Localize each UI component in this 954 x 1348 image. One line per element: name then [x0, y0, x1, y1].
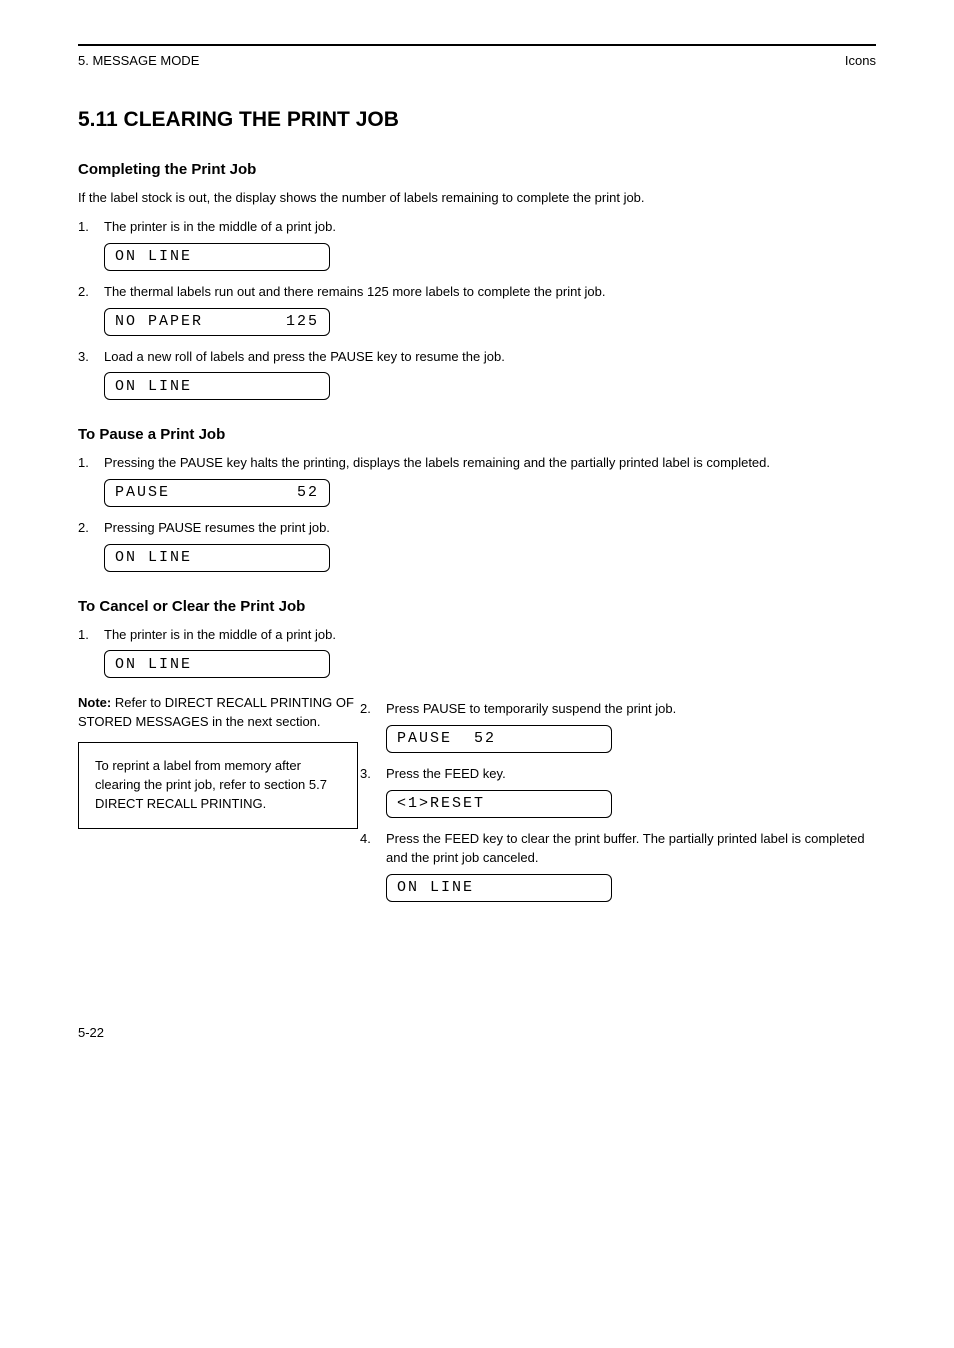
- chapter-subtitle: Icons: [845, 52, 876, 71]
- step-text: Press PAUSE to temporarily suspend the p…: [386, 700, 876, 719]
- lcd-left: ON LINE: [115, 376, 192, 398]
- step-text: Press the FEED key.: [386, 765, 876, 784]
- note-text: Refer to DIRECT RECALL PRINTING OF STORE…: [78, 695, 354, 729]
- subsection-completing: Completing the Print Job: [78, 159, 876, 181]
- lcd-display: PAUSE 52: [386, 725, 612, 753]
- intro-paragraph: If the label stock is out, the display s…: [78, 189, 876, 208]
- step-number: 1.: [78, 218, 94, 237]
- cancel-right-column: 2. Press PAUSE to temporarily suspend th…: [386, 694, 876, 913]
- page-root: 5. MESSAGE MODE Icons 5.11 CLEARING THE …: [0, 0, 954, 1103]
- lcd-a2-wrap: NO PAPER 125: [104, 308, 876, 336]
- lcd-display: ON LINE: [104, 372, 330, 400]
- step-number: 1.: [78, 454, 94, 473]
- top-rule: [78, 44, 876, 46]
- lcd-c2-wrap: PAUSE 52: [386, 725, 876, 753]
- step-c2: 2. Press PAUSE to temporarily suspend th…: [360, 700, 876, 719]
- step-a1: 1. The printer is in the middle of a pri…: [78, 218, 876, 237]
- step-text: Load a new roll of labels and press the …: [104, 348, 876, 367]
- lcd-c4-wrap: ON LINE: [386, 874, 876, 902]
- page-header: 5. MESSAGE MODE Icons: [78, 52, 876, 71]
- step-text: The thermal labels run out and there rem…: [104, 283, 876, 302]
- lcd-b2-wrap: ON LINE: [104, 544, 876, 572]
- lcd-left: ON LINE: [115, 654, 192, 676]
- subsection-cancel: To Cancel or Clear the Print Job: [78, 596, 876, 618]
- lcd-left: PAUSE: [115, 482, 170, 504]
- step-text: Pressing PAUSE resumes the print job.: [104, 519, 876, 538]
- lcd-left: ON LINE: [115, 547, 192, 569]
- lcd-display: ON LINE: [104, 243, 330, 271]
- step-a2: 2. The thermal labels run out and there …: [78, 283, 876, 302]
- lcd-right: 125: [286, 311, 319, 333]
- lcd-display: ON LINE: [104, 650, 330, 678]
- step-b2: 2. Pressing PAUSE resumes the print job.: [78, 519, 876, 538]
- note-box: To reprint a label from memory after cle…: [78, 742, 358, 829]
- step-text: Press the FEED key to clear the print bu…: [386, 830, 876, 868]
- step-number: 3.: [360, 765, 376, 784]
- note-paragraph: Note: Refer to DIRECT RECALL PRINTING OF…: [78, 694, 358, 732]
- step-text: The printer is in the middle of a print …: [104, 218, 876, 237]
- lcd-c1-wrap: ON LINE: [104, 650, 876, 678]
- lcd-c3-wrap: <1>RESET: [386, 790, 876, 818]
- lcd-left: PAUSE 52: [397, 728, 496, 750]
- section-title: 5.11 CLEARING THE PRINT JOB: [78, 105, 876, 135]
- lcd-left: ON LINE: [397, 877, 474, 899]
- cancel-left-column: Note: Refer to DIRECT RECALL PRINTING OF…: [78, 694, 358, 828]
- subsection-pause: To Pause a Print Job: [78, 424, 876, 446]
- step-number: 2.: [78, 519, 94, 538]
- step-text: Pressing the PAUSE key halts the printin…: [104, 454, 876, 473]
- lcd-a3-wrap: ON LINE: [104, 372, 876, 400]
- lcd-display: ON LINE: [104, 544, 330, 572]
- step-c3: 3. Press the FEED key.: [360, 765, 876, 784]
- step-text: The printer is in the middle of a print …: [104, 626, 876, 645]
- lcd-right: 52: [297, 482, 319, 504]
- cancel-two-column: Note: Refer to DIRECT RECALL PRINTING OF…: [78, 694, 876, 913]
- lcd-display: <1>RESET: [386, 790, 612, 818]
- step-number: 1.: [78, 626, 94, 645]
- lcd-left: ON LINE: [115, 246, 192, 268]
- lcd-left: <1>RESET: [397, 793, 485, 815]
- step-number: 2.: [360, 700, 376, 719]
- lcd-display: PAUSE 52: [104, 479, 330, 507]
- note-label: Note:: [78, 695, 115, 710]
- step-a3: 3. Load a new roll of labels and press t…: [78, 348, 876, 367]
- step-c4: 4. Press the FEED key to clear the print…: [360, 830, 876, 868]
- lcd-display: NO PAPER 125: [104, 308, 330, 336]
- lcd-display: ON LINE: [386, 874, 612, 902]
- chapter-title: 5. MESSAGE MODE: [78, 52, 199, 71]
- step-b1: 1. Pressing the PAUSE key halts the prin…: [78, 454, 876, 473]
- lcd-a1-wrap: ON LINE: [104, 243, 876, 271]
- step-number: 2.: [78, 283, 94, 302]
- lcd-left: NO PAPER: [115, 311, 203, 333]
- step-number: 3.: [78, 348, 94, 367]
- step-c1: 1. The printer is in the middle of a pri…: [78, 626, 876, 645]
- page-number: 5-22: [78, 1024, 876, 1043]
- lcd-b1-wrap: PAUSE 52: [104, 479, 876, 507]
- step-number: 4.: [360, 830, 376, 849]
